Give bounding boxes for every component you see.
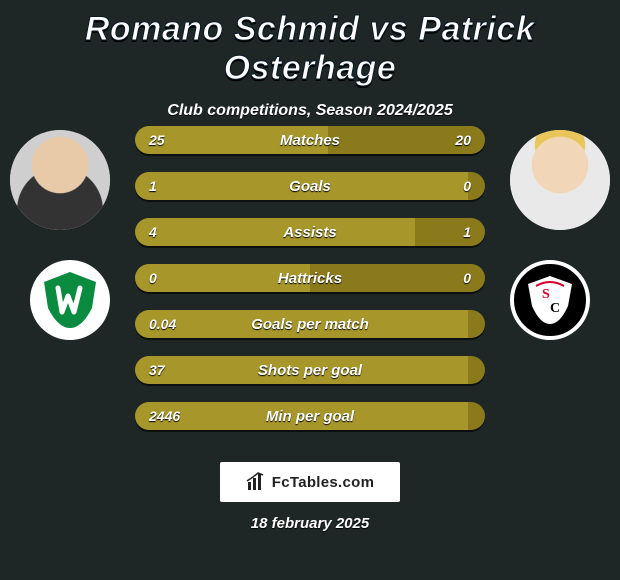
stat-bar-right: 1 [415,218,485,246]
stat-value-left: 4 [149,224,157,240]
stat-bar-left: 0.04 [135,310,468,338]
stat-bar-right [468,356,486,384]
stat-value-left: 25 [149,132,165,148]
subtitle: Club competitions, Season 2024/2025 [0,102,620,120]
stat-bar-left: 0 [135,264,310,292]
stat-bar-right: 20 [328,126,486,154]
player-right-photo [510,130,610,230]
club-left-crest [30,260,110,340]
stat-row: 00Hattricks [135,264,485,292]
stat-row: 41Assists [135,218,485,246]
stat-value-left: 1 [149,178,157,194]
stat-value-right: 20 [455,132,471,148]
avatar-placeholder-icon [10,130,110,230]
stat-bar-right [468,402,486,430]
brand-chart-icon [246,472,266,492]
stat-value-right: 1 [463,224,471,240]
page-title: Romano Schmid vs Patrick Osterhage [0,0,620,88]
stat-value-left: 0 [149,270,157,286]
brand-label: FcTables.com [272,474,375,491]
stat-row: 37Shots per goal [135,356,485,384]
freiburg-crest-icon: S C [522,272,578,328]
svg-text:S: S [542,287,550,302]
stat-bar-left: 4 [135,218,415,246]
stat-row: 2446Min per goal [135,402,485,430]
stat-row: 10Goals [135,172,485,200]
club-right-crest: S C [510,260,590,340]
stat-bars: 2520Matches10Goals41Assists00Hattricks0.… [135,126,485,448]
footer-date: 18 february 2025 [0,515,620,532]
stat-bar-right: 0 [468,172,486,200]
stat-bar-left: 37 [135,356,468,384]
stat-bar-right [468,310,486,338]
stat-bar-left: 25 [135,126,328,154]
stat-value-right: 0 [463,270,471,286]
stat-bar-left: 2446 [135,402,468,430]
comparison-stage: S C 2520Matches10Goals41Assists00Hattric… [0,120,620,440]
stat-value-right: 0 [463,178,471,194]
stat-value-left: 2446 [149,408,180,424]
svg-text:C: C [550,301,560,316]
werder-crest-icon [40,270,100,330]
stat-row: 2520Matches [135,126,485,154]
stat-row: 0.04Goals per match [135,310,485,338]
stat-bar-right: 0 [310,264,485,292]
brand-badge: FcTables.com [220,462,400,502]
stat-value-left: 37 [149,362,165,378]
stat-bar-left: 1 [135,172,468,200]
avatar-placeholder-icon [510,130,610,230]
player-left-photo [10,130,110,230]
stat-value-left: 0.04 [149,316,176,332]
